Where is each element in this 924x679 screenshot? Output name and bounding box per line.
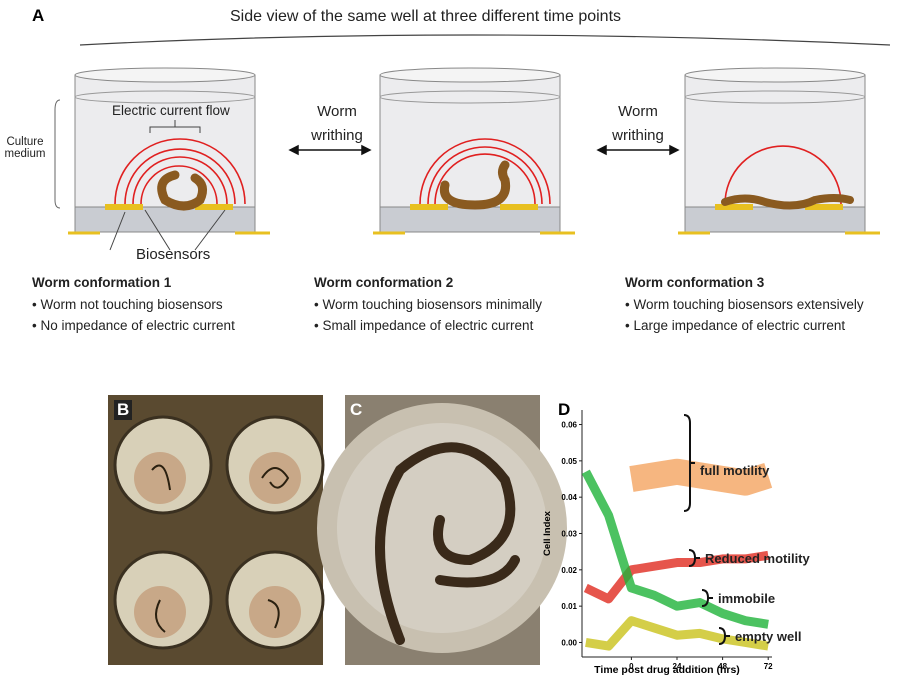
y-tick-label: 0.04 xyxy=(561,493,577,502)
conformation-title: Worm conformation 1 xyxy=(32,275,171,290)
well-base xyxy=(75,207,255,232)
page: 0.000.010.020.030.040.050.060244872Time … xyxy=(0,0,924,679)
well-3 xyxy=(678,68,880,233)
y-tick-label: 0.05 xyxy=(561,457,577,466)
conformation-point: • No impedance of electric current xyxy=(32,316,235,336)
bracket xyxy=(80,35,890,45)
conformation-point: • Large impedance of electric current xyxy=(625,316,845,336)
conformation-title: Worm conformation 3 xyxy=(625,275,764,290)
panel-label: A xyxy=(32,6,44,26)
panel-title: Side view of the same well at three diff… xyxy=(230,8,621,26)
panel-label: C xyxy=(350,400,362,420)
medium-label: Culture medium xyxy=(2,136,48,160)
x-axis-label: Time post drug addition (hrs) xyxy=(594,664,740,676)
y-tick-label: 0.03 xyxy=(561,530,577,539)
series-label: immobile xyxy=(718,591,775,606)
figure: 0.000.010.020.030.040.050.060244872Time … xyxy=(0,0,924,679)
conformation-point: • Small impedance of electric current xyxy=(314,316,533,336)
conformation-point: • Worm not touching biosensors xyxy=(32,295,223,315)
well-1 xyxy=(55,68,270,250)
y-axis-label: Cell Index xyxy=(542,510,553,556)
conformation-point: • Worm touching biosensors extensively xyxy=(625,295,864,315)
current-label: Electric current flow xyxy=(112,103,230,118)
conformation-title: Worm conformation 2 xyxy=(314,275,453,290)
photo-c xyxy=(317,395,567,665)
conformation-point: • Worm touching biosensors minimally xyxy=(314,295,542,315)
y-tick-label: 0.06 xyxy=(561,421,577,430)
series-label: full motility xyxy=(700,463,770,478)
y-tick-label: 0.01 xyxy=(561,602,577,611)
well-2 xyxy=(373,68,575,233)
series-label: Reduced motility xyxy=(705,551,811,566)
y-tick-label: 0.02 xyxy=(561,566,577,575)
transition-label: Worm writhing xyxy=(598,100,678,148)
transition-label: Worm writhing xyxy=(297,100,377,148)
y-tick-label: 0.00 xyxy=(561,638,577,647)
sensor-label: Biosensors xyxy=(136,246,210,263)
panel-label: B xyxy=(114,400,132,420)
panel-label: D xyxy=(558,400,570,420)
sensor xyxy=(105,204,143,210)
x-tick-label: 72 xyxy=(764,662,773,671)
well-top xyxy=(75,68,255,82)
series-label: empty well xyxy=(735,629,801,644)
photo-b xyxy=(108,395,323,665)
